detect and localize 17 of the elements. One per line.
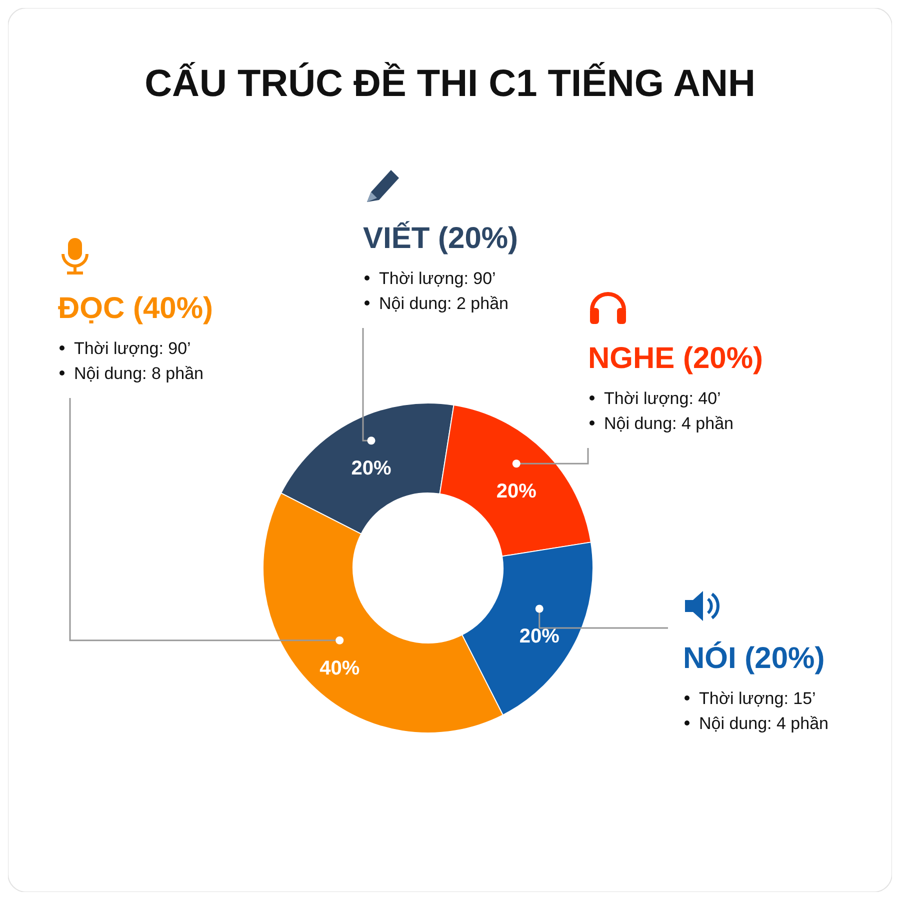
text: Nội dung: 8 phần bbox=[74, 364, 204, 383]
data-label: 20% bbox=[519, 626, 560, 648]
data-label: 40% bbox=[320, 657, 360, 680]
legend-label: VIẾT (20%) bbox=[363, 221, 518, 255]
text: Nội dung: 4 phần bbox=[699, 714, 828, 733]
text: Nội dung: 4 phần bbox=[604, 414, 734, 433]
legend-label: NGHE (20%) bbox=[588, 342, 764, 375]
legend-label: NÓI (20%) bbox=[683, 641, 825, 675]
data-label: 20% bbox=[496, 480, 537, 503]
data-label: 20% bbox=[351, 458, 392, 480]
text: Thời lượng: 40’ bbox=[604, 389, 721, 408]
text: Thời lượng: 90’ bbox=[379, 269, 496, 288]
text: Nội dung: 2 phần bbox=[379, 294, 508, 313]
text: Thời lượng: 90’ bbox=[74, 339, 191, 358]
text: Thời lượng: 15’ bbox=[699, 689, 816, 708]
legend-label: ĐỌC (40%) bbox=[58, 292, 214, 325]
chart-title: CẤU TRÚC ĐỀ THI C1 TIẾNG ANH bbox=[144, 61, 756, 105]
